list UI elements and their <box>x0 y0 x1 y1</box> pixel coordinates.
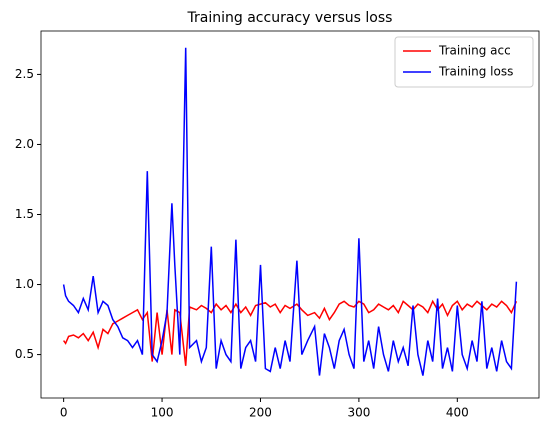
line-series <box>62 299 518 366</box>
legend-label: Training loss <box>438 65 513 79</box>
x-tick-label: 0 <box>60 406 68 420</box>
y-tick-label: 1.5 <box>15 207 34 221</box>
chart-title: Training accuracy versus loss <box>187 10 393 26</box>
legend-box <box>394 36 534 88</box>
y-tick-label: 2.5 <box>15 67 34 81</box>
x-tick-label: 100 <box>151 406 174 420</box>
y-tick-label: 1.0 <box>15 277 34 291</box>
y-tick-label: 0.5 <box>15 347 34 361</box>
y-tick-label: 2.0 <box>15 137 34 151</box>
x-tick-label: 300 <box>347 406 370 420</box>
legend-label: Training acc <box>438 44 511 58</box>
x-tick-label: 400 <box>446 406 469 420</box>
line-series <box>62 47 518 376</box>
plot-frame <box>40 30 540 399</box>
x-tick-label: 200 <box>249 406 272 420</box>
